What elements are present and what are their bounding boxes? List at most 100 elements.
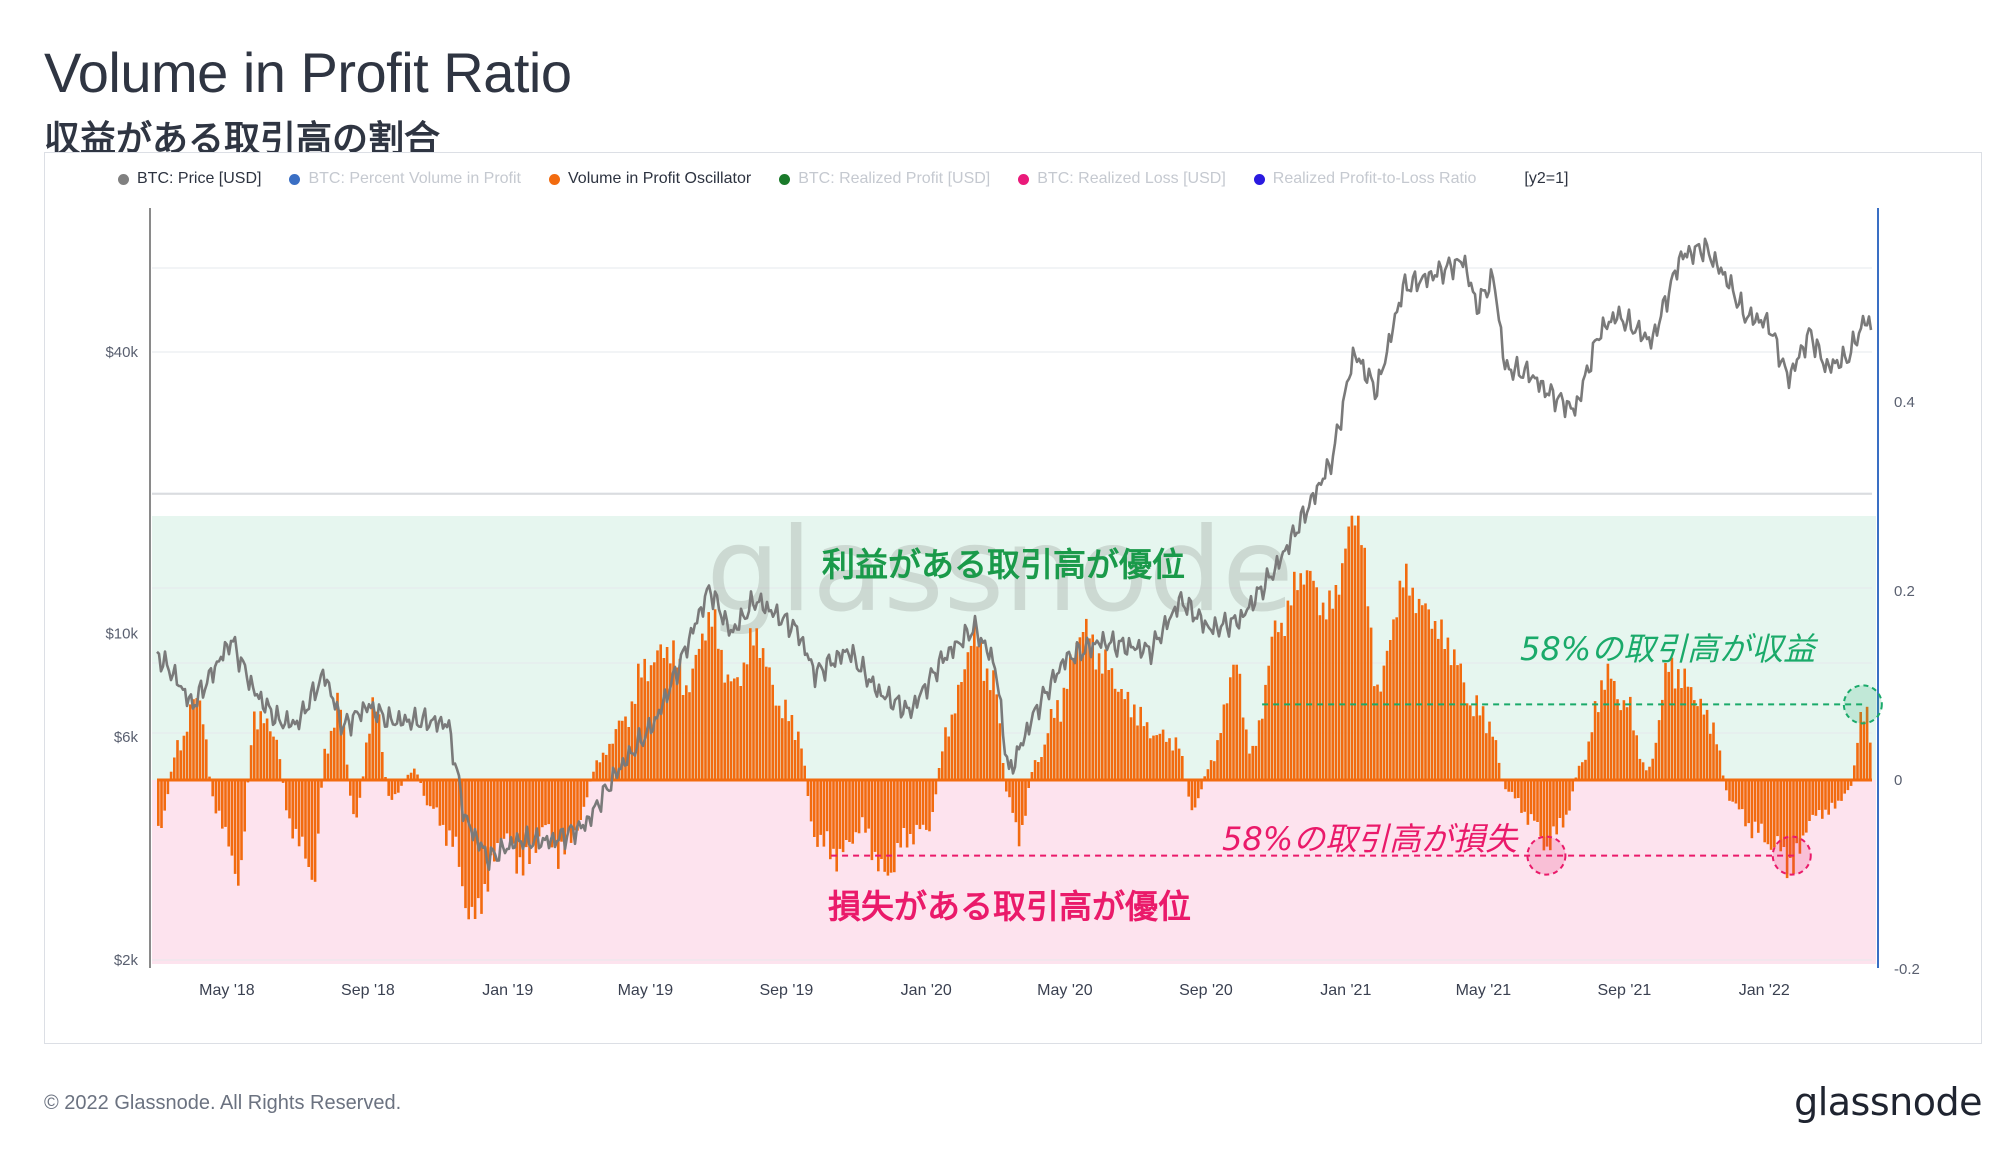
oscillator-bar-440 [1565,780,1568,815]
oscillator-bar-120 [541,780,544,828]
oscillator-bar-264 [1001,763,1005,780]
oscillator-bar-181 [736,677,739,780]
legend-item-price[interactable]: BTC: Price [USD] [118,170,261,188]
oscillator-bar-18 [214,780,218,814]
oscillator-bar-472 [1667,671,1670,780]
oscillator-bar-238 [918,780,922,830]
x-tick-label-7: Sep '20 [1179,982,1233,999]
oscillator-bar-337 [1235,664,1238,780]
oscillator-bar-220 [861,780,864,818]
oscillator-bar-291 [1088,638,1091,780]
oscillator-bar-405 [1453,649,1456,780]
oscillator-bar-173 [710,626,714,780]
oscillator-bar-227 [883,780,886,872]
oscillator-bar-188 [758,658,762,780]
oscillator-bar-15 [205,739,208,780]
oscillator-bar-91 [448,780,451,831]
oscillator-bar-468 [1654,742,1658,780]
oscillator-bar-43 [294,780,298,829]
legend-item-realized-profit[interactable]: BTC: Realized Profit [USD] [779,170,990,188]
oscillator-bar-490 [1725,780,1728,791]
oscillator-bar-158 [662,658,666,780]
oscillator-bar-475 [1677,669,1680,780]
oscillator-bar-394 [1417,598,1421,780]
oscillator-bar-254 [969,645,973,780]
right-tick-label-3: 0.4 [1894,394,1915,411]
oscillator-bar-184 [745,664,749,780]
oscillator-bar-98 [470,780,474,907]
oscillator-bar-272 [1027,780,1030,788]
oscillator-bar-56 [336,692,339,780]
legend-dot-price [118,173,129,185]
legend-label-realized-loss: BTC: Realized Loss [USD] [1037,170,1226,187]
legend-item-pl-ratio[interactable]: Realized Profit-to-Loss Ratio [1253,170,1476,188]
oscillator-bar-275 [1037,762,1040,780]
oscillator-bar-26 [240,780,243,861]
oscillator-bar-378 [1366,606,1370,780]
oscillator-bar-191 [768,667,771,780]
oscillator-bar-437 [1555,780,1558,835]
oscillator-bar-268 [1014,780,1018,823]
oscillator-bar-13 [198,700,202,780]
oscillator-bar-40 [285,780,288,811]
oscillator-bar-273 [1030,772,1034,780]
oscillator-bar-81 [416,774,419,780]
oscillator-bar-121 [544,780,547,826]
oscillator-bar-115 [525,780,528,848]
oscillator-bar-245 [941,751,944,780]
oscillator-bar-103 [486,780,490,892]
oscillator-bar-214 [841,780,845,853]
oscillator-bar-442 [1571,780,1574,792]
oscillator-bar-480 [1693,700,1696,780]
oscillator-bar-128 [566,780,570,833]
oscillator-bar-253 [966,652,970,780]
oscillator-bar-464 [1641,762,1645,780]
gridlines [152,267,1872,961]
oscillator-bar-210 [829,780,832,860]
oscillator-bar-110 [509,780,512,846]
oscillator-bar-5 [173,757,176,780]
legend-item-oscillator[interactable]: Volume in Profit Oscillator [549,170,751,188]
oscillator-bar-146 [624,716,627,780]
oscillator-bar-225 [877,780,880,872]
oscillator-bar-92 [451,780,454,847]
oscillator-bar-353 [1286,600,1290,780]
oscillator-bar-286 [1072,657,1075,780]
oscillator-bar-169 [697,648,701,780]
oscillator-bar-266 [1008,780,1011,798]
oscillator-bar-172 [707,612,710,780]
oscillator-bar-417 [1491,736,1494,780]
oscillator-bar-329 [1209,760,1213,780]
legend-label-realized-profit: BTC: Realized Profit [USD] [798,170,991,187]
oscillator-bar-307 [1139,706,1142,780]
oscillator-bar-483 [1702,714,1706,780]
legend-item-percent-volume[interactable]: BTC: Percent Volume in Profit [289,170,521,188]
oscillator-bar-234 [905,780,909,848]
oscillator-bar-242 [931,780,934,812]
oscillator-bar-47 [307,780,310,867]
oscillator-bar-19 [217,780,221,811]
oscillator-bar-241 [928,780,931,832]
annotation-loss-threshold: 58%の取引高が損失 [1222,820,1519,858]
legend-y2-indicator[interactable]: [y2=1] [1524,170,1569,187]
oscillator-bar-126 [560,780,563,842]
oscillator-bar-53 [326,753,330,780]
oscillator-bar-290 [1085,618,1088,780]
page-title: Volume in Profit Ratio [44,41,572,104]
oscillator-bar-498 [1750,780,1754,839]
oscillator-bar-461 [1632,730,1635,780]
oscillator-bar-311 [1152,735,1155,780]
oscillator-bar-60 [349,780,352,796]
oscillator-bar-332 [1219,733,1222,780]
legend-item-realized-loss[interactable]: BTC: Realized Loss [USD] [1018,170,1226,188]
oscillator-bar-390 [1405,563,1408,780]
oscillator-bar-422 [1507,780,1510,792]
oscillator-bar-326 [1200,780,1203,790]
oscillator-bar-309 [1145,722,1149,780]
oscillator-bar-267 [1011,780,1014,813]
oscillator-bar-236 [912,780,915,845]
oscillator-bar-503 [1766,780,1770,845]
oscillator-bar-522 [1827,780,1830,815]
oscillator-bar-263 [998,723,1002,780]
oscillator-bar-223 [870,780,874,861]
